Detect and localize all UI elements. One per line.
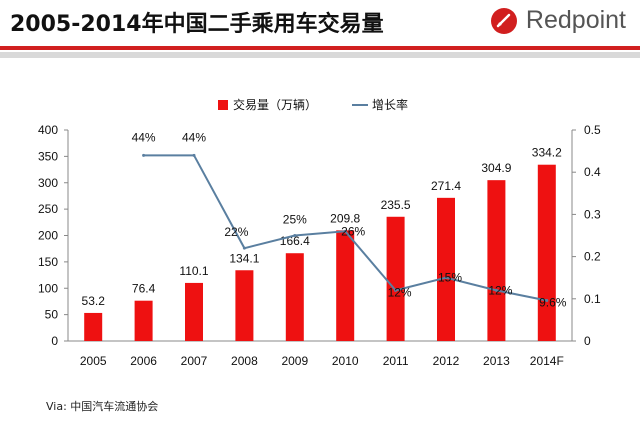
x-tick-label: 2005 [80,354,107,368]
x-tick-label: 2007 [181,354,208,368]
y-right-tick-label: 0 [584,334,591,348]
bar [235,270,254,341]
y-left-tick-label: 100 [38,281,58,295]
growth-point [293,234,297,237]
x-tick-label: 2013 [483,354,510,368]
bar-value-label: 235.5 [381,198,411,212]
bar [285,253,304,341]
growth-label: 44% [182,130,206,144]
y-left-tick-label: 400 [38,123,58,137]
growth-label: 26% [341,224,365,238]
y-left-tick-label: 200 [38,229,58,243]
x-tick-label: 2012 [433,354,460,368]
bar [487,180,506,341]
legend-bar-swatch [218,100,228,110]
growth-point [192,153,196,157]
source-note: Via: 中国汽车流通协会 [46,400,159,413]
x-tick-label: 2009 [281,354,308,368]
bar-value-label: 334.2 [532,146,562,160]
y-left-tick-label: 50 [45,308,59,322]
y-right-tick-label: 0.4 [584,165,601,179]
header-divider-gray [0,52,640,58]
brand-name: Redpoint [525,6,626,34]
growth-label: 25% [283,213,307,227]
header-divider-red [0,46,640,50]
y-left-tick-label: 0 [51,334,58,348]
x-tick-label: 2010 [332,354,359,368]
bar [84,312,103,341]
y-right-tick-label: 0.2 [584,250,601,264]
y-right-tick-label: 0.3 [584,207,601,221]
chart-container: 0 50 100 150 200 250 300 350 400 0 0.1 0.2 0.3 0.4 0.5… [0,90,640,390]
x-tick-label: 2014F [530,354,564,368]
y-left-tick-label: 250 [38,202,58,216]
growth-label: 12% [388,285,412,299]
bar [537,164,556,341]
growth-point [545,298,549,302]
growth-label: 9.6% [539,295,567,309]
growth-point [142,153,146,157]
bar [386,216,405,341]
growth-label: 22% [224,225,248,239]
bar-value-label: 53.2 [82,294,106,308]
bar-value-label: 134.1 [229,251,259,265]
growth-point [394,288,398,292]
x-tick-label: 2006 [130,354,157,368]
legend-line-label: 增长率 [372,97,408,112]
bar-value-label: 110.1 [179,264,208,278]
growth-label: 44% [132,130,156,144]
bar [437,197,455,341]
growth-point [242,246,246,250]
x-tick-label: 2008 [231,354,258,368]
growth-point [444,276,448,280]
brand-logo: Redpoint [490,6,626,35]
growth-label: 12% [488,283,512,297]
growth-point [494,288,498,292]
y-left-tick-label: 300 [38,176,58,190]
bar-value-label: 76.4 [132,282,156,296]
bar-value-label: 209.8 [330,211,360,225]
y-right-tick-label: 0.1 [584,292,601,306]
bar-value-label: 304.9 [481,161,511,175]
bar [134,300,153,341]
y-left-tick-label: 150 [38,255,58,269]
y-left-tick-label: 350 [38,149,58,163]
bar [185,282,203,341]
y-right-tick-label: 0.5 [584,123,601,137]
page-title: 2005-2014年中国二手乘用车交易量 [10,12,384,37]
legend-bar-label: 交易量（万辆） [233,97,317,112]
redpoint-logo-icon [490,7,517,34]
chart-svg: 0 50 100 150 200 250 300 350 400 0 0.1 0.2 0.3 0.4 0.5… [38,97,601,368]
bar [336,230,355,341]
bar-value-label: 271.4 [431,179,461,193]
growth-label: 15% [438,271,462,285]
growth-point [343,229,347,233]
x-tick-label: 2011 [383,354,409,368]
